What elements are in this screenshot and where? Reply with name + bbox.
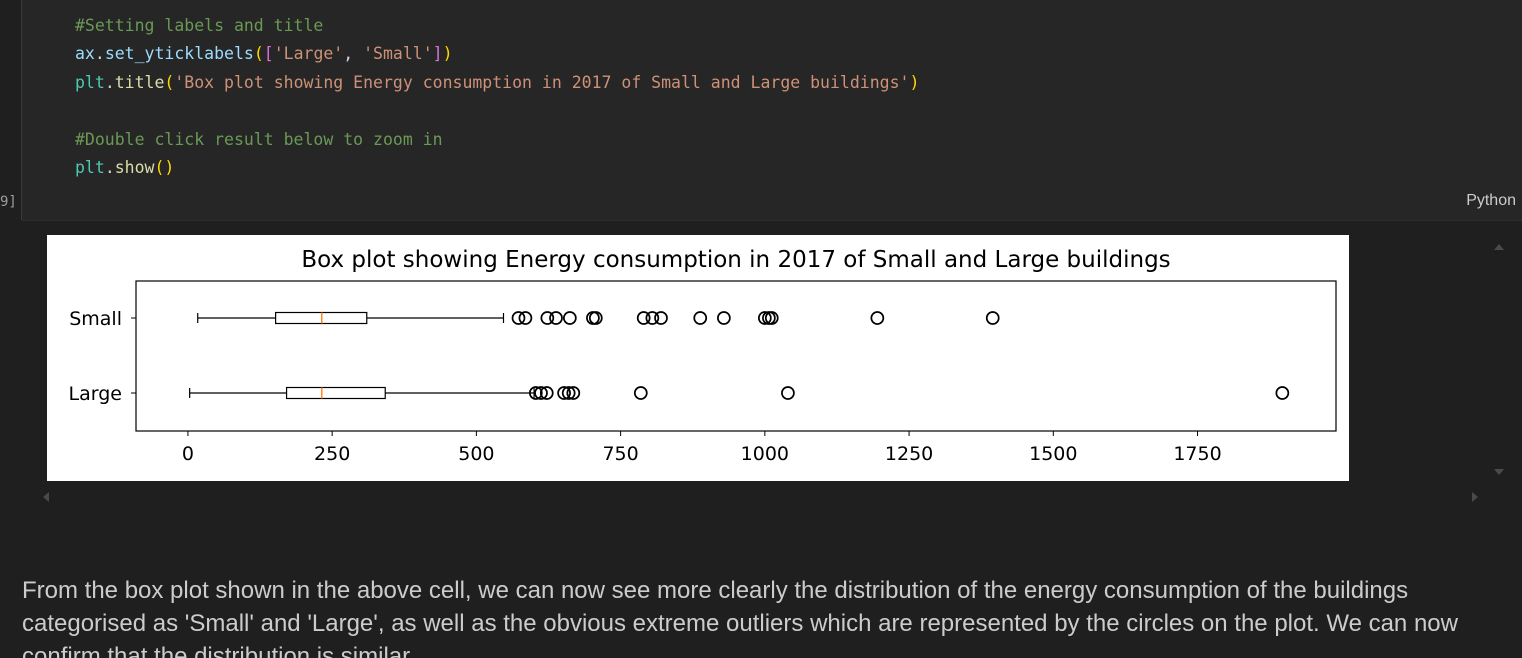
outlier-point — [781, 386, 795, 400]
code-token: title — [114, 73, 165, 92]
output-scroll-left-arrow[interactable] — [43, 492, 49, 502]
markdown-paragraph: From the box plot shown in the above cel… — [22, 577, 1458, 658]
code-token: #Double click result below to zoom in — [75, 130, 443, 149]
code-cell[interactable]: #Setting labels and title ax.set_yticklab… — [22, 0, 1522, 221]
x-tick-label: 1000 — [741, 443, 789, 465]
outlier-point — [549, 311, 563, 325]
outlier-point — [870, 311, 885, 325]
outlier-point — [757, 311, 772, 325]
outlier-point — [717, 311, 731, 325]
outlier-point — [518, 311, 533, 325]
code-token: ) — [909, 73, 920, 92]
code-token: set_yticklabels — [104, 44, 254, 63]
code-token: show — [114, 158, 155, 177]
output-scroll-right-arrow[interactable] — [1472, 492, 1478, 502]
execution-count: 9] — [0, 194, 17, 210]
code-token: ( — [253, 44, 264, 63]
outlier-point — [1275, 386, 1290, 400]
outlier-point — [539, 386, 554, 400]
y-tick-label: Small — [69, 308, 122, 330]
code-line[interactable]: #Double click result below to zoom in — [75, 129, 443, 151]
code-line[interactable]: plt.show() — [75, 157, 174, 179]
code-token: . — [104, 158, 115, 177]
code-token: ) — [442, 44, 453, 63]
outlier-point — [511, 311, 526, 325]
code-token: ] — [432, 44, 443, 63]
outlier-point — [633, 386, 648, 400]
code-token: 'Small' — [363, 44, 433, 63]
code-token: . — [94, 44, 105, 63]
code-token: ax — [75, 44, 95, 63]
code-token: () — [154, 158, 175, 177]
outlier-point — [645, 311, 660, 325]
outlier-point — [540, 311, 555, 325]
y-tick-label: Large — [69, 383, 122, 405]
output-scroll-up-arrow[interactable] — [1494, 244, 1504, 250]
outlier-point — [636, 311, 651, 325]
output-plot[interactable]: Box plot showing Energy consumption in 2… — [47, 235, 1349, 481]
outlier-point — [764, 311, 779, 325]
x-tick-label: 250 — [314, 443, 350, 465]
outlier-point — [562, 311, 577, 325]
x-tick-label: 750 — [602, 443, 638, 465]
code-token: [ — [263, 44, 274, 63]
code-token: plt — [75, 158, 105, 177]
code-token: #Setting labels and title — [75, 16, 324, 35]
code-line[interactable]: #Setting labels and title — [75, 15, 323, 37]
language-label[interactable]: Python — [1466, 192, 1516, 209]
outlier-point — [534, 386, 548, 400]
x-tick-label: 500 — [458, 443, 494, 465]
code-token: plt — [75, 73, 105, 92]
outlier-point — [588, 311, 603, 325]
code-token: . — [104, 73, 115, 92]
outlier-point — [693, 311, 708, 325]
code-token: ( — [164, 73, 175, 92]
outlier-point — [528, 386, 543, 400]
outlier-point — [557, 386, 571, 400]
cell-gutter — [21, 0, 22, 220]
code-token: 'Large' — [273, 44, 344, 63]
markdown-cell: From the box plot shown in the above cel… — [22, 574, 1518, 658]
box-iqr — [285, 386, 386, 400]
x-tick-label: 1750 — [1173, 443, 1221, 465]
outlier-point — [586, 311, 600, 325]
code-line[interactable]: plt.title('Box plot showing Energy consu… — [75, 72, 919, 94]
x-tick-label: 1500 — [1029, 443, 1077, 465]
outlier-point — [561, 386, 576, 400]
outlier-point — [566, 386, 581, 400]
box-plot-chart: Box plot showing Energy consumption in 2… — [69, 247, 1337, 465]
axes-frame — [135, 280, 1337, 432]
outlier-point — [654, 311, 668, 325]
output-scroll-down-arrow[interactable] — [1494, 469, 1504, 475]
code-token: , — [343, 44, 364, 63]
x-tick-label: 0 — [182, 443, 194, 465]
x-tick-label: 1250 — [885, 443, 933, 465]
code-line[interactable]: ax.set_yticklabels(['Large', 'Small']) — [75, 43, 453, 65]
outlier-point — [985, 311, 1000, 325]
chart-title: Box plot showing Energy consumption in 2… — [301, 247, 1170, 273]
code-token: 'Box plot showing Energy consumption in … — [174, 73, 910, 92]
